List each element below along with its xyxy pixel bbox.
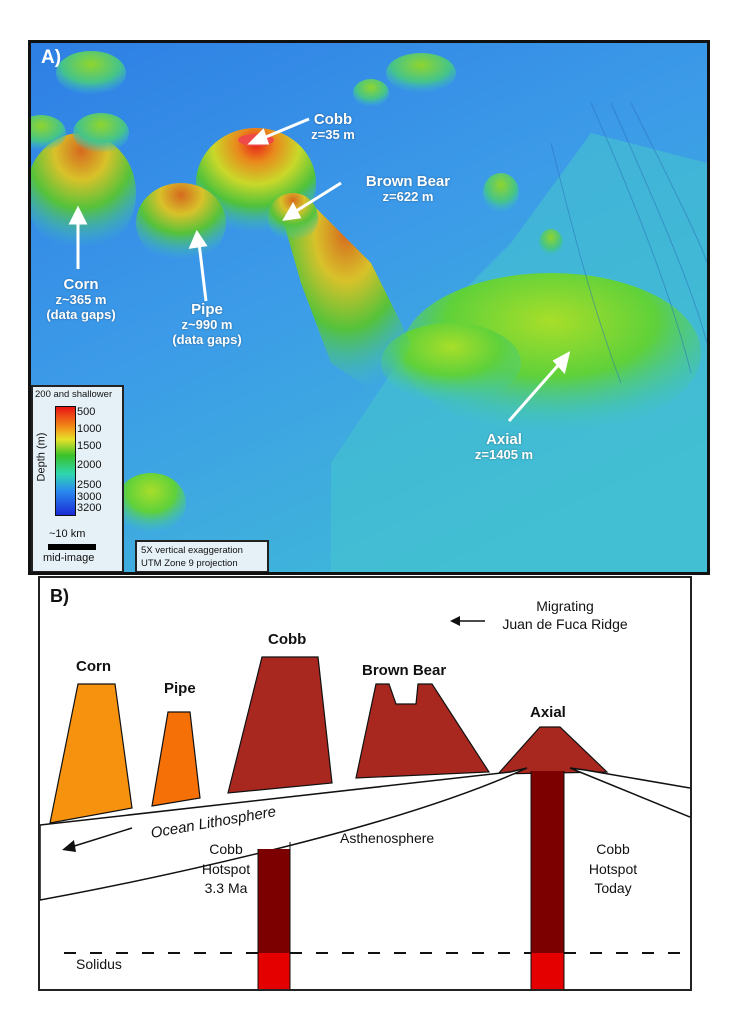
lithosphere-right	[569, 767, 690, 818]
legend-tick: 3200	[77, 502, 102, 514]
brown-bear-volcano-label: Brown Bear	[362, 662, 447, 679]
cobb-label: Cobb z=35 m	[293, 111, 373, 143]
pipe-volcano	[151, 711, 201, 807]
brown-bear-volcano	[355, 683, 491, 779]
bathymetry-map	[31, 43, 707, 572]
hotspot-today-line-1: Cobb	[596, 841, 630, 857]
depth-colorbar	[55, 406, 76, 516]
cross-section-diagram	[40, 616, 690, 989]
cross-section-panel: B) Migrating Juan de Fuca Ridge Corn Pip…	[38, 576, 692, 991]
panel-b-label: B)	[50, 586, 69, 606]
cobb-volcano-label: Cobb	[268, 631, 307, 648]
note-line-1: 5X vertical exaggeration	[141, 545, 243, 556]
hotspot-past-line-2: Hotspot	[201, 860, 251, 877]
past-plume	[258, 849, 290, 953]
seamount-note: (data gaps)	[172, 332, 242, 348]
projection-note: 5X vertical exaggeration UTM Zone 9 proj…	[135, 540, 269, 572]
seamount-name: Pipe	[191, 301, 223, 318]
scale-sublabel: mid-image	[43, 552, 95, 564]
ridge-migration-arrow-icon	[450, 616, 460, 626]
seamount-name: Corn	[63, 276, 99, 293]
legend-tick: 1500	[77, 440, 102, 452]
legend-tick: 1000	[77, 423, 102, 435]
plate-motion-arrow-icon	[62, 840, 76, 852]
ridge-label-line-1: Migrating	[536, 598, 594, 614]
ridge-label: Migrating Juan de Fuca Ridge	[490, 598, 640, 633]
legend-axis-label: Depth (m)	[35, 432, 48, 482]
note-line-2: UTM Zone 9 projection	[141, 558, 238, 569]
asthenosphere-label: Asthenosphere	[340, 830, 435, 846]
pipe-volcano-label: Pipe	[164, 680, 196, 697]
depth-legend: 200 and shallower Depth (m) 500 1000 150…	[31, 385, 124, 572]
legend-tick: 3000	[77, 491, 102, 503]
legend-tick: 2500	[77, 479, 102, 491]
seamount-depth: z=1405 m	[474, 447, 534, 463]
legend-title: 200 and shallower	[35, 389, 113, 400]
hotspot-today-label: Cobb Hotspot Today	[580, 840, 646, 899]
hotspot-past-line-1: Cobb	[209, 841, 243, 857]
solidus-label: Solidus	[76, 956, 122, 972]
seamount-depth: z=35 m	[311, 127, 355, 143]
legend-tick: 2000	[77, 459, 102, 471]
hotspot-past-label: Cobb Hotspot 3.3 Ma	[196, 840, 256, 899]
hotspot-today-line-3: Today	[594, 880, 632, 897]
past-melt	[258, 953, 290, 989]
hotspot-past-line-3: 3.3 Ma	[204, 880, 248, 897]
today-plume	[531, 771, 564, 953]
corn-volcano-label: Corn	[76, 658, 111, 675]
corn-label: Corn z~365 m (data gaps)	[33, 276, 129, 323]
ridge-label-line-2: Juan de Fuca Ridge	[502, 615, 628, 632]
corn-volcano	[49, 683, 133, 824]
hotspot-today-line-2: Hotspot	[588, 860, 638, 877]
seamount-name: Cobb	[313, 111, 353, 128]
seamount-name: Axial	[486, 431, 522, 448]
bathymetry-panel: A) Cobb z=35 m Brown Bear z=622 m Corn z…	[28, 40, 710, 575]
seamount-depth: z=622 m	[382, 189, 434, 205]
brown-bear-label: Brown Bear z=622 m	[353, 173, 463, 205]
cobb-volcano	[227, 656, 333, 794]
axial-volcano-label: Axial	[530, 704, 566, 721]
seamount-name: Brown Bear	[365, 173, 451, 190]
seamount-depth: z~365 m	[55, 292, 107, 308]
today-melt	[531, 953, 564, 989]
panel-a-label: A)	[41, 47, 62, 68]
legend-tick: 500	[77, 406, 96, 418]
scale-bar	[48, 544, 96, 550]
axial-volcano	[496, 726, 609, 775]
seamount-note: (data gaps)	[46, 307, 116, 323]
pipe-label: Pipe z~990 m (data gaps)	[159, 301, 255, 348]
axial-label: Axial z=1405 m	[459, 431, 549, 463]
lithosphere-left	[40, 767, 528, 901]
seamount-depth: z~990 m	[181, 317, 233, 333]
scale-label: ~10 km	[49, 528, 86, 540]
